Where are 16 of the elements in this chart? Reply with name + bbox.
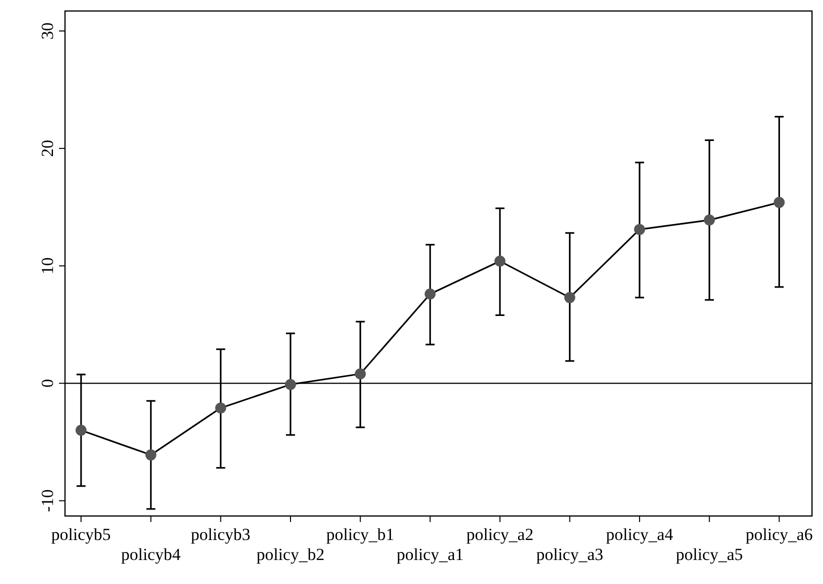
x-tick-label: policyb5 (51, 525, 111, 544)
y-tick-label: 30 (38, 22, 57, 40)
x-tick-label: policy_a1 (396, 545, 464, 564)
x-tick-label: policy_a5 (676, 545, 743, 564)
y-tick-label: 20 (38, 140, 57, 157)
x-tick-label: policy_b2 (256, 545, 324, 564)
x-tick-label: policy_a3 (536, 545, 604, 564)
x-tick-label: policy_b1 (326, 525, 394, 544)
x-tick-label: policy_a4 (606, 525, 674, 544)
y-tick-label: -10 (38, 489, 57, 512)
x-tick-label: policyb4 (121, 545, 182, 564)
x-tick-label: policy_a6 (746, 525, 813, 544)
y-tick-label: 10 (38, 257, 57, 274)
y-tick-label: 0 (38, 379, 57, 388)
x-tick-label: policyb3 (190, 525, 250, 544)
x-tick-label: policy_a2 (466, 525, 534, 544)
